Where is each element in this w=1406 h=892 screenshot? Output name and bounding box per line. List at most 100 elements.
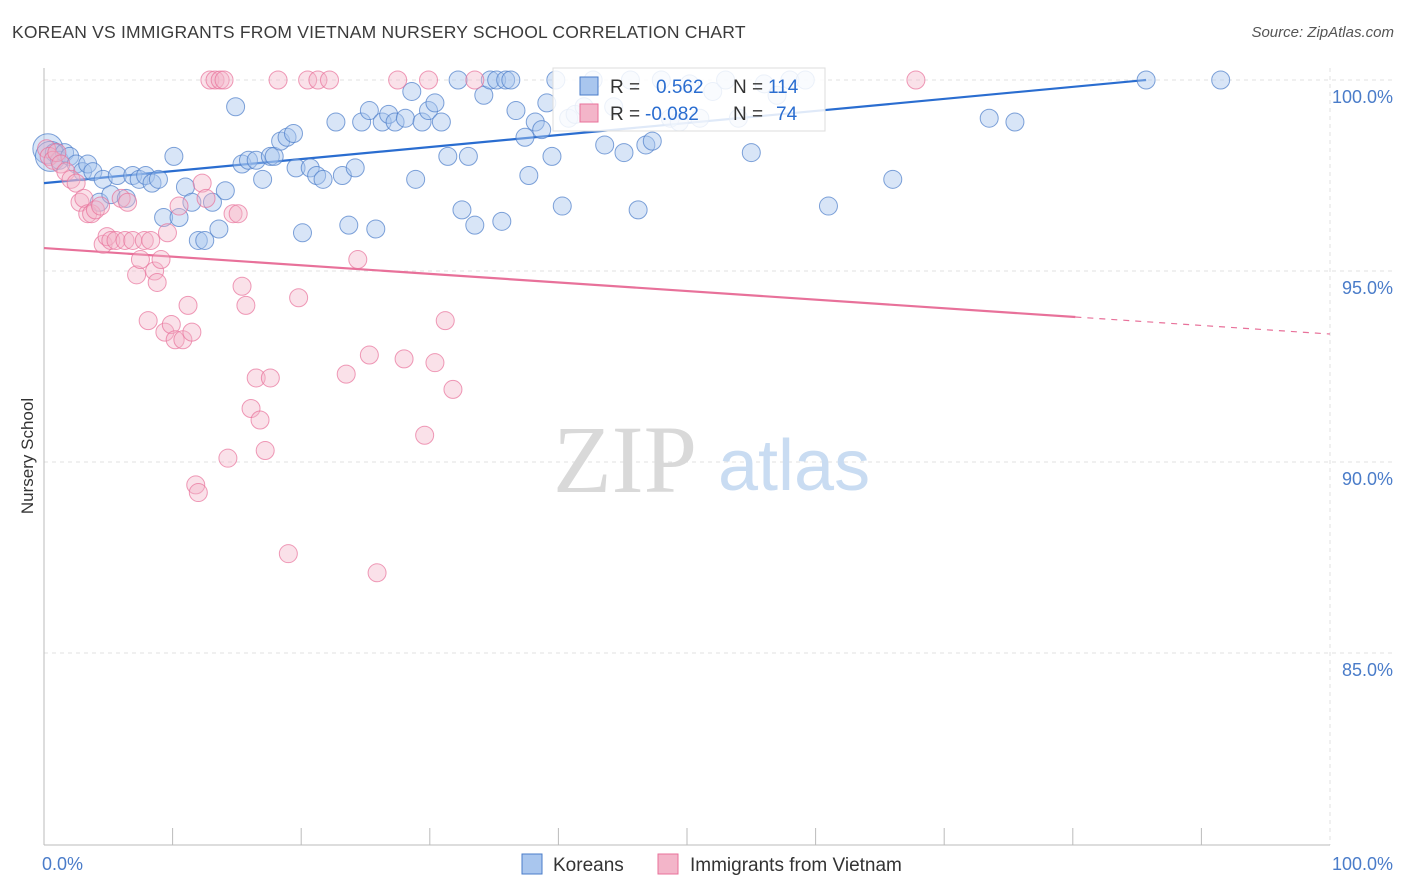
stats-r-label-blue: R = [610,77,640,98]
y-tick-label: 85.0% [1342,660,1393,680]
data-point [492,211,512,231]
data-point [614,143,634,163]
data-point [352,112,372,132]
data-point [406,169,426,189]
data-point [91,196,111,216]
data-point [226,97,246,117]
data-point [1136,70,1156,90]
data-point [246,150,266,170]
data-point [642,131,662,151]
data-point [339,215,359,235]
data-point [195,230,215,250]
legend-label-koreans: Koreans [553,855,624,876]
data-point [130,250,150,270]
data-point [215,181,235,201]
data-point [286,158,306,178]
data-point [138,311,158,331]
data-point [448,70,468,90]
data-point [141,230,161,250]
data-point [1211,70,1231,90]
data-point [161,314,181,334]
data-point [283,123,303,143]
data-point [501,70,521,90]
axes [43,68,1330,846]
data-point [218,448,238,468]
data-point [359,345,379,365]
data-point [101,230,121,250]
data-point [136,166,156,185]
data-point [192,173,212,193]
stats-swatch-blue [579,76,599,96]
data-point [228,204,248,224]
watermark: ZIP atlas [553,406,870,513]
data-point [107,166,127,185]
data-point [253,169,273,189]
data-point [127,265,147,285]
data-point [182,322,202,342]
data-point [188,483,208,503]
data-point [246,368,266,388]
data-point [196,188,216,208]
data-point [419,70,439,90]
data-point [412,112,432,132]
y-tick-label: 90.0% [1342,469,1393,489]
x-tick-label: 100.0% [1332,854,1393,874]
data-point [552,196,572,216]
tick-labels: 100.0% 95.0% 90.0% 85.0% 0.0% 100.0% [42,87,1393,874]
watermark-atlas: atlas [718,426,870,506]
data-point [741,143,761,163]
y-axis-title: Nursery School [18,398,37,514]
stats-r-label-pink: R = [610,104,640,125]
data-point [200,70,220,90]
data-point [223,204,243,224]
data-point [595,135,615,155]
data-point [979,108,999,128]
data-point [83,162,103,182]
legend-swatch-vietnam [657,853,679,875]
data-point [151,250,171,270]
data-point [61,169,81,189]
data-point [148,169,168,189]
data-point [154,208,174,228]
trend-line-vietnam [43,246,1076,319]
data-point [300,158,320,178]
stats-swatch-pink [579,103,599,123]
data-point [388,70,408,90]
stats-n-label-blue: N = [733,77,763,98]
data-point [188,230,208,250]
data-point [628,200,648,220]
data-point [425,353,445,373]
stats-legend-box: R = 0.562 N = 114 R = -0.082 N = 74 [552,67,826,132]
data-point [118,192,138,212]
data-point [85,200,105,220]
data-point [93,169,113,189]
series-immigrants-from-vietnam [37,70,926,583]
data-point [308,70,328,90]
data-point [134,230,154,250]
stats-r-value-blue: 0.562 [656,77,704,98]
data-point [326,112,346,132]
data-point [519,166,539,185]
data-point [366,219,386,239]
data-point [70,192,90,212]
data-point [298,70,318,90]
data-point [186,475,206,495]
data-point [438,146,458,166]
data-point [268,70,288,90]
data-point [55,143,75,163]
y-tick-label: 100.0% [1332,87,1393,107]
data-point [394,349,414,369]
trend-line-koreans [43,78,1147,185]
data-point [532,120,552,140]
data-point [443,379,463,399]
data-point [359,101,379,121]
data-point [165,330,185,350]
chart-source: Source: ZipAtlas.com [1251,24,1394,41]
data-point [345,158,365,178]
chart-legend: Koreans Immigrants from Vietnam [521,853,902,876]
data-point [182,192,202,212]
data-point [385,112,405,132]
data-point [66,173,86,193]
data-point [289,288,309,308]
